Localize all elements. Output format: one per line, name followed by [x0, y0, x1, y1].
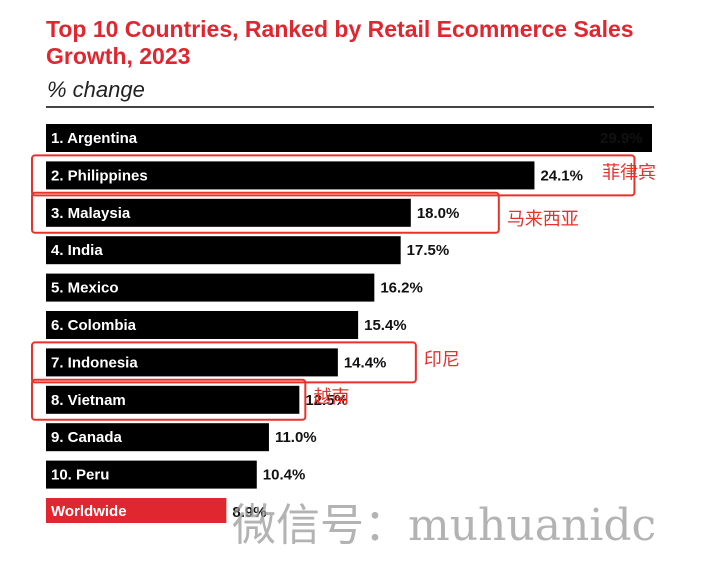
bar-0: [46, 124, 652, 152]
category-label-8: 9. Canada: [51, 429, 123, 446]
value-label-6: 14.4%: [344, 354, 387, 371]
highlight-box-0: [31, 154, 636, 197]
value-label-3: 17.5%: [407, 242, 450, 259]
value-label-9: 10.4%: [263, 467, 306, 484]
category-label-1: 2. Philippines: [51, 167, 148, 184]
category-label-2: 3. Malaysia: [51, 205, 131, 222]
bar-5: [46, 311, 359, 339]
bar-6: [46, 348, 338, 377]
annotation-3: 越南: [313, 387, 349, 408]
annotation-2: 印尼: [424, 349, 460, 370]
chart-subtitle: % change: [47, 77, 145, 102]
bar-10: [46, 498, 227, 523]
value-label-2: 18.0%: [417, 205, 460, 222]
category-label-9: 10. Peru: [51, 467, 109, 484]
value-label-8: 11.0%: [275, 429, 317, 446]
value-label-0: 29.9%: [600, 130, 643, 147]
chart-title: Top 10 Countries, Ranked by Retail Ecomm…: [46, 16, 634, 69]
watermark: 微信号：muhuanidc: [232, 500, 656, 551]
value-label-4: 16.2%: [380, 280, 423, 297]
highlight-box-1: [31, 191, 500, 234]
category-label-7: 8. Vietnam: [51, 392, 126, 409]
title-divider: [46, 106, 654, 108]
bar-3: [46, 236, 401, 265]
category-label-10: Worldwide: [51, 503, 127, 520]
value-label-1: 24.1%: [540, 167, 583, 184]
bar-1: [46, 161, 535, 190]
category-label-6: 7. Indonesia: [51, 354, 138, 371]
bar-4: [46, 273, 375, 302]
value-label-7: 12.5%: [305, 392, 348, 409]
category-label-4: 5. Mexico: [51, 280, 119, 297]
highlight-box-3: [31, 378, 307, 421]
bar-9: [46, 460, 257, 489]
value-label-10: 8.9%: [232, 504, 266, 521]
annotation-0: 菲律宾: [602, 162, 656, 183]
annotation-1: 马来西亚: [507, 209, 579, 230]
value-label-5: 15.4%: [364, 317, 407, 334]
highlight-box-2: [31, 341, 417, 384]
bar-7: [46, 385, 300, 414]
category-label-5: 6. Colombia: [51, 317, 137, 334]
bar-8: [46, 423, 269, 452]
category-label-3: 4. India: [51, 242, 103, 259]
bar-2: [46, 198, 411, 227]
category-label-0: 1. Argentina: [51, 130, 138, 147]
